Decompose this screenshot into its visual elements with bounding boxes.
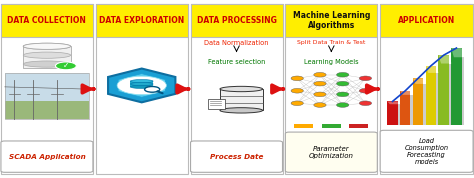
Circle shape [337,81,349,86]
FancyBboxPatch shape [426,66,436,125]
Text: DATA COLLECTION: DATA COLLECTION [8,16,86,25]
Circle shape [55,62,76,70]
Text: Learning Models: Learning Models [304,59,359,65]
FancyBboxPatch shape [294,124,313,128]
FancyBboxPatch shape [23,46,71,68]
Text: APPLICATION: APPLICATION [398,16,455,25]
Circle shape [291,88,303,93]
FancyBboxPatch shape [220,89,263,110]
Circle shape [359,88,372,93]
Circle shape [337,72,349,77]
FancyBboxPatch shape [398,104,400,125]
FancyBboxPatch shape [462,57,464,125]
Text: Parameter
Optimization: Parameter Optimization [309,146,354,159]
Text: Process Date: Process Date [210,154,263,160]
FancyBboxPatch shape [380,4,473,37]
Text: Split Data Train & Test: Split Data Train & Test [297,40,365,45]
Text: Feature selection: Feature selection [208,59,265,65]
FancyBboxPatch shape [191,141,283,172]
FancyBboxPatch shape [349,124,368,128]
Ellipse shape [130,82,153,86]
Polygon shape [413,78,426,84]
Text: Machine Learning
Algorithms: Machine Learning Algorithms [292,11,370,30]
FancyBboxPatch shape [387,101,398,125]
FancyBboxPatch shape [191,4,283,37]
Text: ✓: ✓ [63,61,69,70]
Circle shape [314,72,326,77]
FancyBboxPatch shape [285,132,377,172]
FancyBboxPatch shape [400,91,410,125]
FancyBboxPatch shape [449,64,451,125]
FancyBboxPatch shape [413,78,423,125]
Ellipse shape [23,61,71,67]
FancyBboxPatch shape [208,99,225,109]
Circle shape [145,87,160,92]
FancyBboxPatch shape [96,4,188,37]
FancyBboxPatch shape [380,130,473,172]
Circle shape [314,81,326,86]
Circle shape [359,101,372,106]
Ellipse shape [23,43,71,49]
FancyBboxPatch shape [451,48,462,125]
Polygon shape [108,69,175,102]
Circle shape [291,76,303,81]
Text: DATA PROCESSING: DATA PROCESSING [197,16,276,25]
FancyBboxPatch shape [191,4,283,174]
Ellipse shape [23,52,71,58]
Circle shape [117,76,166,95]
FancyBboxPatch shape [436,73,439,125]
Polygon shape [451,48,464,57]
FancyBboxPatch shape [1,4,93,37]
Text: DATA EXPLORATION: DATA EXPLORATION [99,16,184,25]
Ellipse shape [220,86,263,92]
FancyBboxPatch shape [5,101,89,119]
Ellipse shape [130,85,153,88]
Circle shape [314,103,326,107]
Text: Data Normalization: Data Normalization [204,40,269,46]
Circle shape [291,101,303,106]
FancyBboxPatch shape [285,4,377,174]
FancyBboxPatch shape [380,4,473,174]
FancyBboxPatch shape [438,55,449,125]
Ellipse shape [130,80,153,83]
Polygon shape [438,55,451,64]
FancyBboxPatch shape [322,124,341,128]
FancyBboxPatch shape [96,4,188,174]
Circle shape [337,92,349,97]
FancyBboxPatch shape [423,84,426,125]
FancyBboxPatch shape [1,4,93,174]
FancyBboxPatch shape [5,73,89,101]
FancyBboxPatch shape [1,141,93,172]
Circle shape [314,92,326,97]
Circle shape [337,103,349,107]
Ellipse shape [23,43,71,49]
FancyBboxPatch shape [285,4,377,37]
Polygon shape [400,91,413,95]
Polygon shape [426,66,439,73]
Polygon shape [118,74,165,97]
FancyBboxPatch shape [130,81,153,87]
Text: SCADA Application: SCADA Application [9,154,85,160]
Circle shape [359,76,372,81]
Text: Load
Consumption
Forecasting
models: Load Consumption Forecasting models [404,138,449,165]
Polygon shape [387,101,400,104]
Ellipse shape [220,108,263,113]
FancyBboxPatch shape [410,95,413,125]
